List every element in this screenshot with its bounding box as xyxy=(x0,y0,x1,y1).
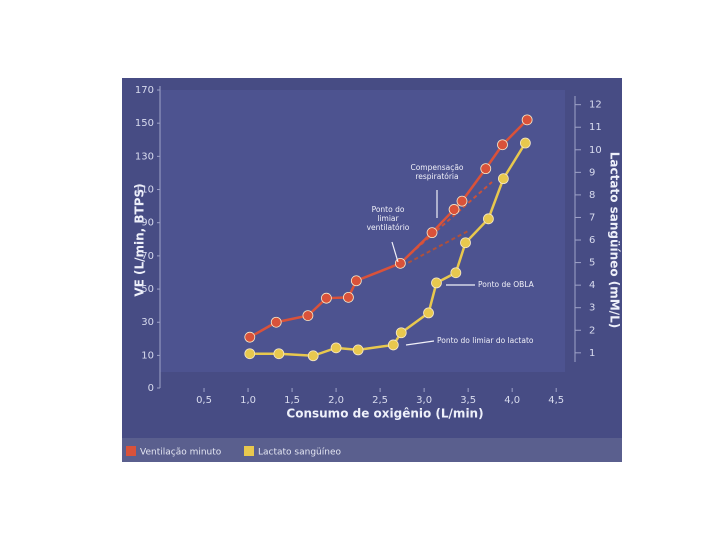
data-point xyxy=(521,114,533,126)
x-tick-label: 1,5 xyxy=(284,395,300,406)
y-tick-label: 90 xyxy=(141,218,154,229)
y-tick-label: 110 xyxy=(135,185,154,196)
data-point xyxy=(302,310,314,322)
y-tick-label: 0 xyxy=(148,383,154,394)
y2-tick-label: 9 xyxy=(589,167,595,178)
data-point xyxy=(387,339,399,351)
guide-dash xyxy=(401,229,471,267)
data-point xyxy=(456,195,468,207)
x-tick-label: 3,0 xyxy=(416,395,432,406)
data-point xyxy=(273,348,285,360)
legend-label: Ventilação minuto xyxy=(140,448,222,458)
data-point xyxy=(497,173,509,185)
annotation: respiratória xyxy=(415,172,458,181)
annotation: Ponto do xyxy=(372,205,405,214)
y2-tick-label: 11 xyxy=(589,122,602,133)
data-point xyxy=(426,227,438,239)
y-tick-label: 50 xyxy=(141,284,154,295)
x-tick-label: 4,5 xyxy=(548,395,564,406)
data-point xyxy=(448,204,460,215)
y2-tick-label: 2 xyxy=(589,325,595,336)
annotation-arrow xyxy=(405,340,435,346)
y-axis-title: VE (L/min, BTPS) xyxy=(133,183,147,296)
y-tick-label: 130 xyxy=(135,151,154,162)
legend-strip xyxy=(122,438,622,462)
y2-tick-label: 8 xyxy=(589,190,595,201)
data-point xyxy=(450,267,462,279)
data-point xyxy=(244,348,256,360)
annotation-arrow xyxy=(391,241,399,263)
y-tick-label: 150 xyxy=(135,118,154,129)
x-tick-label: 4,0 xyxy=(504,395,520,406)
annotation: limiar xyxy=(377,214,399,223)
x-tick-label: 3,5 xyxy=(460,395,476,406)
legend-swatch xyxy=(126,446,136,456)
data-point xyxy=(460,237,471,249)
data-point xyxy=(395,327,407,339)
x-tick-label: 2,5 xyxy=(372,395,388,406)
x-tick-label: 1,0 xyxy=(240,395,256,406)
legend-label: Lactato sangüíneo xyxy=(258,448,341,458)
y-tick-label: 10 xyxy=(141,350,154,361)
x-tick-label: 0,5 xyxy=(196,395,212,406)
data-point xyxy=(480,163,492,175)
y2-tick-label: 1 xyxy=(589,348,595,359)
legend-swatch xyxy=(244,446,254,456)
data-point xyxy=(497,139,508,151)
data-point xyxy=(431,277,442,289)
y-tick-label: 170 xyxy=(135,85,154,96)
y-tick-label: 30 xyxy=(141,317,154,328)
data-point xyxy=(330,342,342,354)
data-point xyxy=(352,344,364,356)
y2-tick-label: 12 xyxy=(589,100,602,111)
data-point xyxy=(321,292,332,304)
data-point xyxy=(423,307,434,319)
annotation: Ponto do limiar do lactato xyxy=(437,336,534,345)
data-point xyxy=(270,316,282,328)
y2-tick-label: 3 xyxy=(589,303,595,314)
y2-axis-title: Lactato sangüíneo (mM/L) xyxy=(608,152,622,328)
y2-tick-label: 7 xyxy=(589,212,595,223)
data-point xyxy=(343,291,354,303)
y2-tick-label: 5 xyxy=(589,258,595,269)
annotation: Ponto de OBLA xyxy=(478,280,535,289)
annotation: Compensação xyxy=(410,163,463,172)
y2-tick-label: 10 xyxy=(589,145,602,156)
x-axis-title: Consumo de oxigênio (L/min) xyxy=(286,407,483,421)
x-tick-label: 2,0 xyxy=(328,395,344,406)
plot-area xyxy=(160,90,565,372)
data-point xyxy=(350,275,362,287)
annotation: ventilatório xyxy=(367,223,410,232)
data-point xyxy=(519,137,531,149)
y-tick-label: 70 xyxy=(141,251,154,262)
data-point xyxy=(483,213,494,225)
data-point xyxy=(244,331,256,343)
data-point xyxy=(307,350,319,362)
y2-tick-label: 4 xyxy=(589,280,595,291)
y2-tick-label: 6 xyxy=(589,235,595,246)
